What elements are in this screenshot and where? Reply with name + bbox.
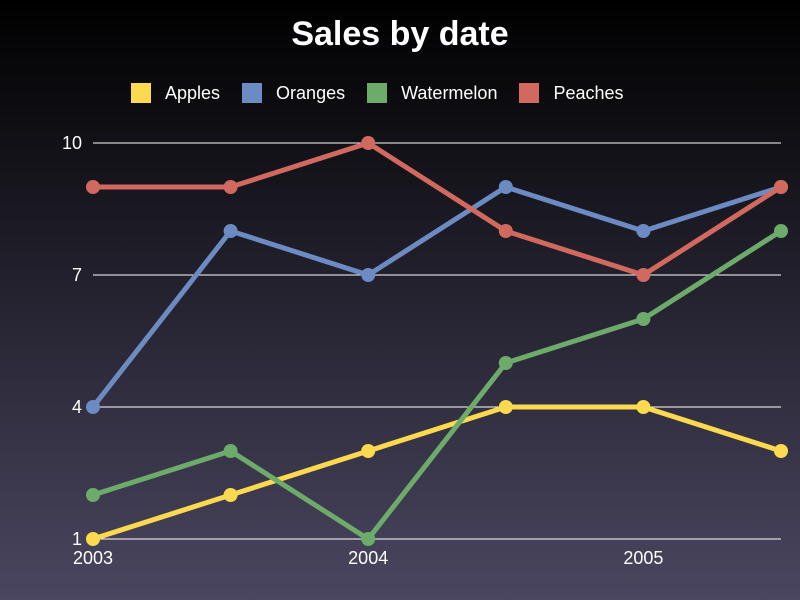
x-tick-label-2005: 2005 [623,548,663,568]
point-watermelon-2 [361,532,376,546]
point-peaches-3 [498,224,513,238]
point-watermelon-4 [636,312,651,326]
point-oranges-1 [223,224,238,238]
legend-item-peaches: Peaches [519,82,624,104]
point-peaches-4 [636,268,651,282]
chart-title: Sales by date [291,15,509,53]
series-line-watermelon [90,228,784,542]
series-line-apples [90,404,784,542]
x-tick-label-2003: 2003 [73,548,113,568]
point-peaches-5 [774,180,788,194]
point-watermelon-3 [498,356,513,370]
point-peaches-1 [223,180,238,194]
point-oranges-0 [86,400,100,414]
y-tick-label-1: 1 [72,529,82,549]
legend-label-apples: Apples [165,82,221,103]
legend-item-oranges: Oranges [242,83,345,104]
legend-swatch-oranges [242,83,263,103]
point-oranges-3 [498,180,513,194]
point-watermelon-0 [86,488,100,502]
legend-swatch-apples [131,83,151,103]
point-apples-1 [223,488,238,502]
legend-label-watermelon: Watermelon [401,82,498,103]
series-line-oranges [90,184,784,410]
legend-item-watermelon: Watermelon [367,83,497,104]
legend-item-apples: Apples [131,83,220,104]
point-apples-2 [361,444,376,458]
y-tick-label-10: 10 [62,133,82,153]
legend-swatch-watermelon [367,83,388,103]
point-apples-3 [498,400,513,414]
y-tick-label-7: 7 [72,265,82,285]
legend: Apples Oranges Watermelon Peaches [131,80,646,106]
point-peaches-2 [361,136,376,150]
point-peaches-0 [86,180,100,194]
y-tick-label-4: 4 [72,397,82,417]
point-apples-5 [774,444,788,458]
point-oranges-4 [636,224,651,238]
legend-swatch-peaches [519,83,540,103]
x-tick-label-2004: 2004 [348,548,388,568]
legend-label-peaches: Peaches [553,82,624,103]
point-apples-4 [636,400,651,414]
point-oranges-2 [361,268,376,282]
point-apples-0 [86,532,100,546]
series-line-peaches [90,140,784,278]
point-watermelon-5 [774,224,788,238]
point-watermelon-1 [223,444,238,458]
legend-label-oranges: Oranges [276,82,346,103]
